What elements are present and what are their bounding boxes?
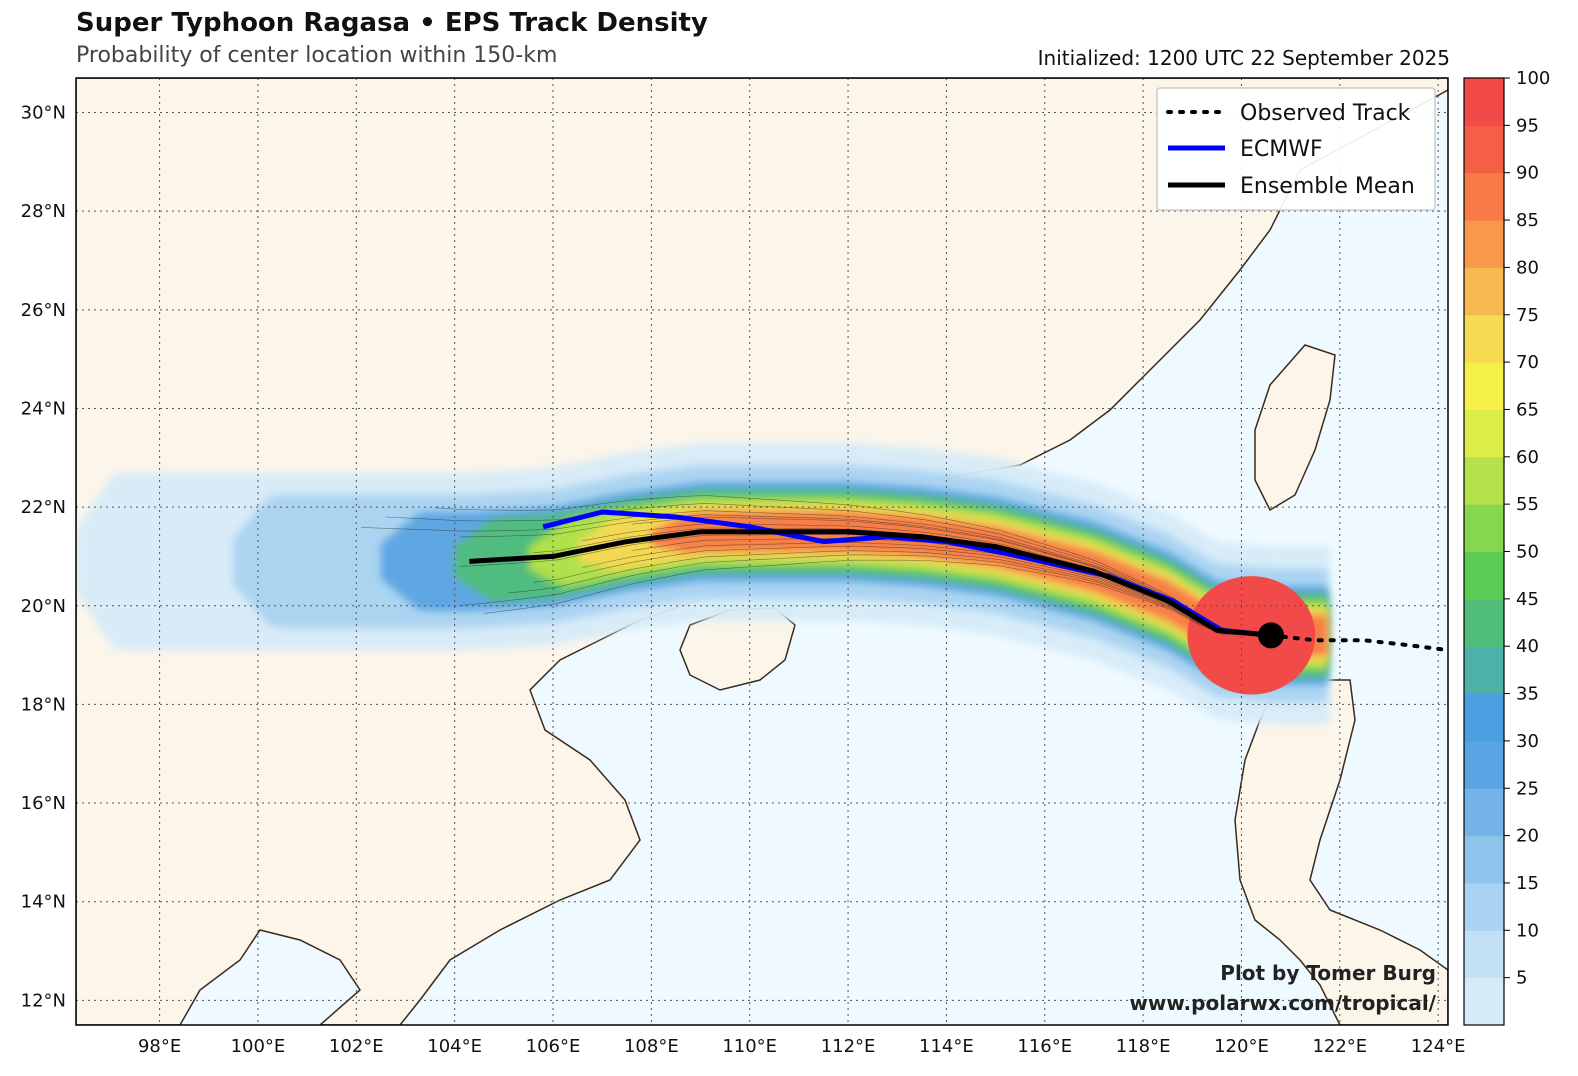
colorbar-segment xyxy=(1464,977,1504,1026)
colorbar-tick-label: 100 xyxy=(1516,68,1550,89)
legend: Observed Track ECMWF Ensemble Mean xyxy=(1156,87,1436,211)
colorbar-segment xyxy=(1464,835,1504,884)
lat-tick-label: 18°N xyxy=(21,694,66,715)
colorbar-tick-label: 20 xyxy=(1516,826,1539,847)
colorbar-tick-label: 55 xyxy=(1516,494,1539,515)
colorbar-tick-label: 90 xyxy=(1516,163,1539,184)
legend-box xyxy=(1156,87,1436,211)
credit-line-1: Plot by Tomer Burg xyxy=(1220,961,1436,985)
chart-subtitle: Probability of center location within 15… xyxy=(76,43,558,68)
longitude-tick-labels: 98°E 100°E 102°E 104°E 106°E 108°E 110°E 112°E 1… xyxy=(138,1036,1466,1057)
ensemble-member-track xyxy=(582,542,1272,636)
colorbar-tick-label: 70 xyxy=(1516,352,1539,373)
colorbar-tick-label: 50 xyxy=(1516,542,1539,563)
colorbar-tick-label: 45 xyxy=(1516,589,1539,610)
ensemble-member-track xyxy=(533,545,1272,636)
lon-tick-label: 112°E xyxy=(821,1036,876,1057)
lat-tick-label: 22°N xyxy=(21,497,66,518)
colorbar-segment xyxy=(1464,788,1504,837)
colorbar: 5 10 15 20 25 30 35 40 45 50 55 60 65 70 75 80 85 90 95 100 xyxy=(1463,68,1550,1026)
lat-tick-label: 26°N xyxy=(21,300,66,321)
colorbar-segment xyxy=(1464,740,1504,789)
chart-title: Super Typhoon Ragasa • EPS Track Density xyxy=(76,8,708,38)
lon-tick-label: 110°E xyxy=(722,1036,777,1057)
colorbar-segment xyxy=(1464,172,1504,221)
lon-tick-label: 98°E xyxy=(138,1036,181,1057)
colorbar-segment xyxy=(1464,882,1504,931)
map-frame xyxy=(75,77,1449,1026)
ensemble-member-track xyxy=(361,510,1272,636)
ensemble-member-track xyxy=(508,550,1272,636)
ensemble-member-track xyxy=(385,503,1272,636)
land-luzon xyxy=(1234,679,1448,1025)
lon-tick-label: 114°E xyxy=(919,1036,974,1057)
colorbar-segment xyxy=(1464,362,1504,410)
current-position-marker xyxy=(1257,622,1284,649)
colorbar-tick-label: 75 xyxy=(1516,305,1539,326)
colorbar-segment xyxy=(1464,646,1504,695)
lat-tick-label: 28°N xyxy=(21,201,66,222)
colorbar-segment xyxy=(1464,930,1504,979)
colorbar-segment xyxy=(1464,551,1504,600)
ecmwf-track-line xyxy=(542,509,1272,638)
colorbar-tick-label: 85 xyxy=(1516,210,1539,231)
lon-tick-label: 120°E xyxy=(1214,1036,1269,1057)
lat-tick-label: 30°N xyxy=(21,103,66,124)
colorbar-tick-label: 95 xyxy=(1516,115,1539,136)
colorbar-tick-label: 35 xyxy=(1516,684,1539,705)
colorbar-tick-label: 65 xyxy=(1516,399,1539,420)
lon-tick-label: 102°E xyxy=(329,1036,384,1057)
colorbar-segment xyxy=(1464,125,1504,174)
graticule xyxy=(76,78,1448,1025)
lon-tick-label: 124°E xyxy=(1411,1036,1466,1057)
colorbar-tick-label: 25 xyxy=(1516,778,1539,799)
latitude-tick-labels: 12°N 14°N 16°N 18°N 20°N 22°N 24°N 26°N 28°N 30°N xyxy=(21,103,66,1012)
credit-line-2: www.polarwx.com/tropical/ xyxy=(1129,991,1436,1015)
density-band xyxy=(651,512,1328,656)
colorbar-tick-label: 5 xyxy=(1516,968,1527,989)
lat-tick-label: 16°N xyxy=(21,793,66,814)
legend-label-observed: Observed Track xyxy=(1240,101,1411,126)
lat-tick-label: 24°N xyxy=(21,398,66,419)
lon-tick-label: 108°E xyxy=(624,1036,679,1057)
lon-tick-label: 104°E xyxy=(427,1036,482,1057)
colorbar-segment xyxy=(1464,598,1504,647)
lon-tick-label: 122°E xyxy=(1312,1036,1367,1057)
lat-tick-label: 12°N xyxy=(21,990,66,1011)
lat-tick-label: 20°N xyxy=(21,596,66,617)
colorbar-segment xyxy=(1464,456,1504,505)
ensemble-member-track xyxy=(484,559,1272,636)
colorbar-segment xyxy=(1464,220,1504,268)
colorbar-segment xyxy=(1464,504,1504,552)
colorbar-tick-label: 60 xyxy=(1516,447,1539,468)
ensemble-member-track xyxy=(459,514,1272,636)
colorbar-segment xyxy=(1464,409,1504,458)
legend-label-mean: Ensemble Mean xyxy=(1240,174,1415,199)
colorbar-segment xyxy=(1464,267,1504,316)
colorbar-tick-label: 30 xyxy=(1516,731,1539,752)
ensemble-member-track xyxy=(434,495,1272,636)
colorbar-segment xyxy=(1464,78,1504,126)
lat-tick-label: 14°N xyxy=(21,892,66,913)
colorbar-tick-label: 10 xyxy=(1516,920,1539,941)
land-taiwan xyxy=(1254,344,1336,512)
colorbar-tick-label: 80 xyxy=(1516,257,1539,278)
colorbar-tick-label: 15 xyxy=(1516,873,1539,894)
ensemble-mean-track-line xyxy=(469,529,1272,638)
colorbar-segment xyxy=(1464,693,1504,742)
ensemble-member-track xyxy=(459,554,1272,636)
lon-tick-label: 100°E xyxy=(231,1036,286,1057)
colorbar-segment xyxy=(1464,314,1504,363)
legend-label-ecmwf: ECMWF xyxy=(1240,137,1323,162)
initialized-time: Initialized: 1200 UTC 22 September 2025 xyxy=(1037,46,1450,70)
lon-tick-label: 116°E xyxy=(1017,1036,1072,1057)
lon-tick-label: 106°E xyxy=(526,1036,581,1057)
colorbar-tick-label: 40 xyxy=(1516,636,1539,657)
lon-tick-label: 118°E xyxy=(1116,1036,1171,1057)
